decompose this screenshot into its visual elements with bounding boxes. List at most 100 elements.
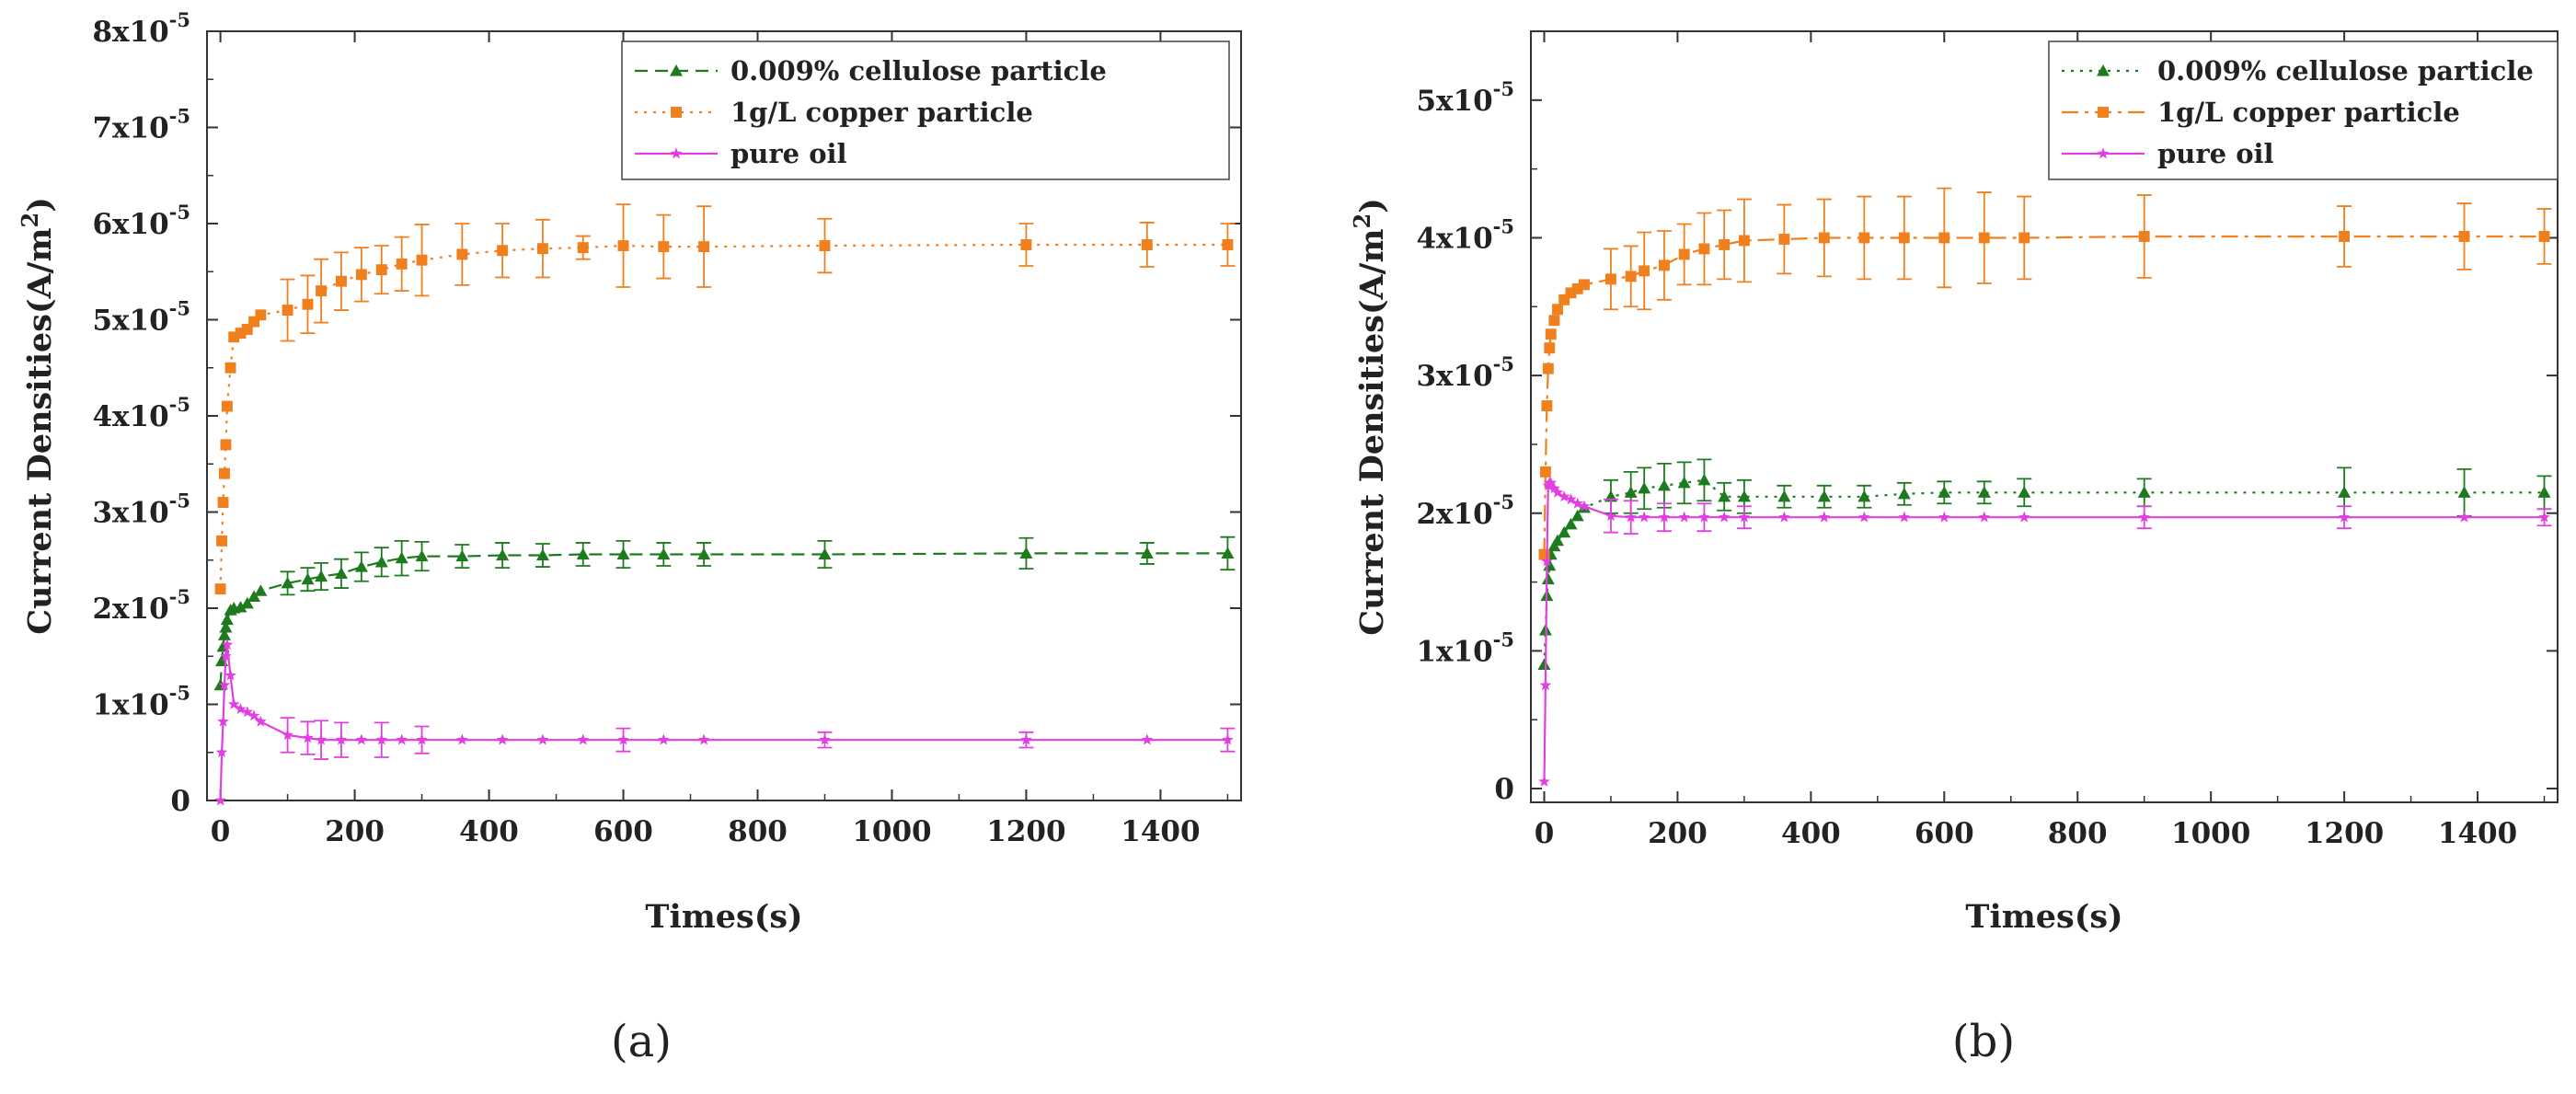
data-point <box>1551 486 1564 498</box>
data-point <box>214 794 226 806</box>
data-point <box>248 316 260 328</box>
data-point <box>1625 511 1637 523</box>
x-tick-label: 0 <box>211 815 231 848</box>
legend-marker <box>671 107 682 118</box>
data-point <box>335 733 348 745</box>
data-point <box>697 547 711 560</box>
data-point <box>235 703 247 715</box>
data-point <box>1778 234 1790 245</box>
x-tick-label: 400 <box>1781 817 1841 850</box>
data-point <box>224 669 236 681</box>
data-point <box>228 331 240 343</box>
y-axis-title: Current Densities(A/m2) <box>1349 198 1391 636</box>
data-point <box>234 600 247 613</box>
data-point <box>1718 511 1731 523</box>
y-tick-label: 3x10-5 <box>1416 352 1514 393</box>
series-line <box>219 243 1228 590</box>
data-point <box>1638 481 1651 494</box>
data-point <box>455 549 469 562</box>
data-point <box>617 733 629 745</box>
series-line <box>1543 478 2545 665</box>
data-point <box>1604 510 1617 522</box>
data-point <box>215 746 228 758</box>
series-line <box>219 644 1228 801</box>
legend-marker <box>670 147 683 159</box>
data-point <box>416 254 428 266</box>
series-0-009-cellulose-particle <box>213 535 1236 691</box>
data-point <box>282 305 293 316</box>
data-point <box>819 240 831 251</box>
data-point <box>1738 511 1751 523</box>
legend-marker <box>2098 107 2109 118</box>
data-point <box>219 620 233 633</box>
data-point <box>2458 511 2470 523</box>
data-point <box>282 729 293 741</box>
data-point <box>1579 279 1590 291</box>
data-point <box>1544 342 1556 354</box>
x-tick-label: 600 <box>1915 817 1974 850</box>
data-point <box>1558 294 1570 305</box>
data-point <box>1221 547 1235 559</box>
data-point <box>617 240 629 251</box>
data-point <box>1541 555 1553 567</box>
data-point <box>1222 733 1234 745</box>
data-point <box>1564 517 1578 530</box>
x-tick-label: 800 <box>728 815 788 848</box>
data-point <box>1141 733 1154 745</box>
data-point <box>254 584 268 596</box>
y-tick-label: 4x10-5 <box>92 393 190 433</box>
legend-label: 0.009% cellulose particle <box>2157 55 2534 86</box>
x-tick-label: 1000 <box>852 815 931 848</box>
legend-label: 1g/L copper particle <box>2157 97 2460 128</box>
x-tick-label: 200 <box>1648 817 1708 850</box>
y-tick-label: 4x10-5 <box>1416 214 1514 255</box>
data-point <box>2018 486 2031 498</box>
data-point <box>1545 477 1558 489</box>
data-point <box>1978 232 1990 244</box>
panel-a-chart: 0 200 400 600 800 1000 1200 1400 0 1x10-5 2x10-5 3x… <box>17 8 1242 1067</box>
data-point <box>1539 679 1552 691</box>
data-point <box>217 497 229 508</box>
data-point <box>416 733 428 745</box>
data-point <box>1140 547 1154 559</box>
data-point <box>2338 511 2351 523</box>
data-point <box>657 547 671 560</box>
data-point <box>375 733 388 745</box>
data-point <box>535 548 549 561</box>
data-point <box>1548 482 1560 494</box>
data-point <box>395 551 408 564</box>
data-point <box>697 733 710 745</box>
data-point <box>1777 489 1791 502</box>
data-point <box>1818 511 1831 523</box>
data-point <box>1558 490 1570 502</box>
data-point <box>1897 487 1911 500</box>
data-point <box>2538 231 2550 242</box>
data-point <box>1565 493 1577 505</box>
data-point <box>336 275 347 287</box>
y-tick-label: 5x10-5 <box>1416 77 1514 118</box>
data-point <box>2018 511 2030 523</box>
panel-label: (b) <box>1952 1016 2015 1067</box>
series-0-009-cellulose-particle <box>1537 458 2552 670</box>
data-point <box>219 467 230 479</box>
data-point <box>415 549 429 562</box>
data-point <box>302 731 314 743</box>
data-point <box>1698 511 1710 523</box>
legend: 0.009% cellulose particle 1g/L copper par… <box>2048 40 2559 180</box>
data-point <box>220 613 234 626</box>
data-point <box>698 241 710 253</box>
data-point <box>1542 363 1554 374</box>
data-point <box>224 362 236 374</box>
data-point <box>1624 486 1638 498</box>
data-point <box>235 328 247 340</box>
data-point <box>1558 525 1571 538</box>
legend-marker <box>670 64 683 76</box>
x-tick-label: 600 <box>593 815 653 848</box>
x-axis-title: Times(s) <box>1965 898 2122 936</box>
data-point <box>1678 248 1690 260</box>
data-point <box>2537 486 2551 498</box>
y-tick-label: 1x10-5 <box>92 682 190 722</box>
data-point <box>2538 511 2550 523</box>
y-tick-label: 5x10-5 <box>92 297 190 338</box>
data-point <box>334 567 348 579</box>
